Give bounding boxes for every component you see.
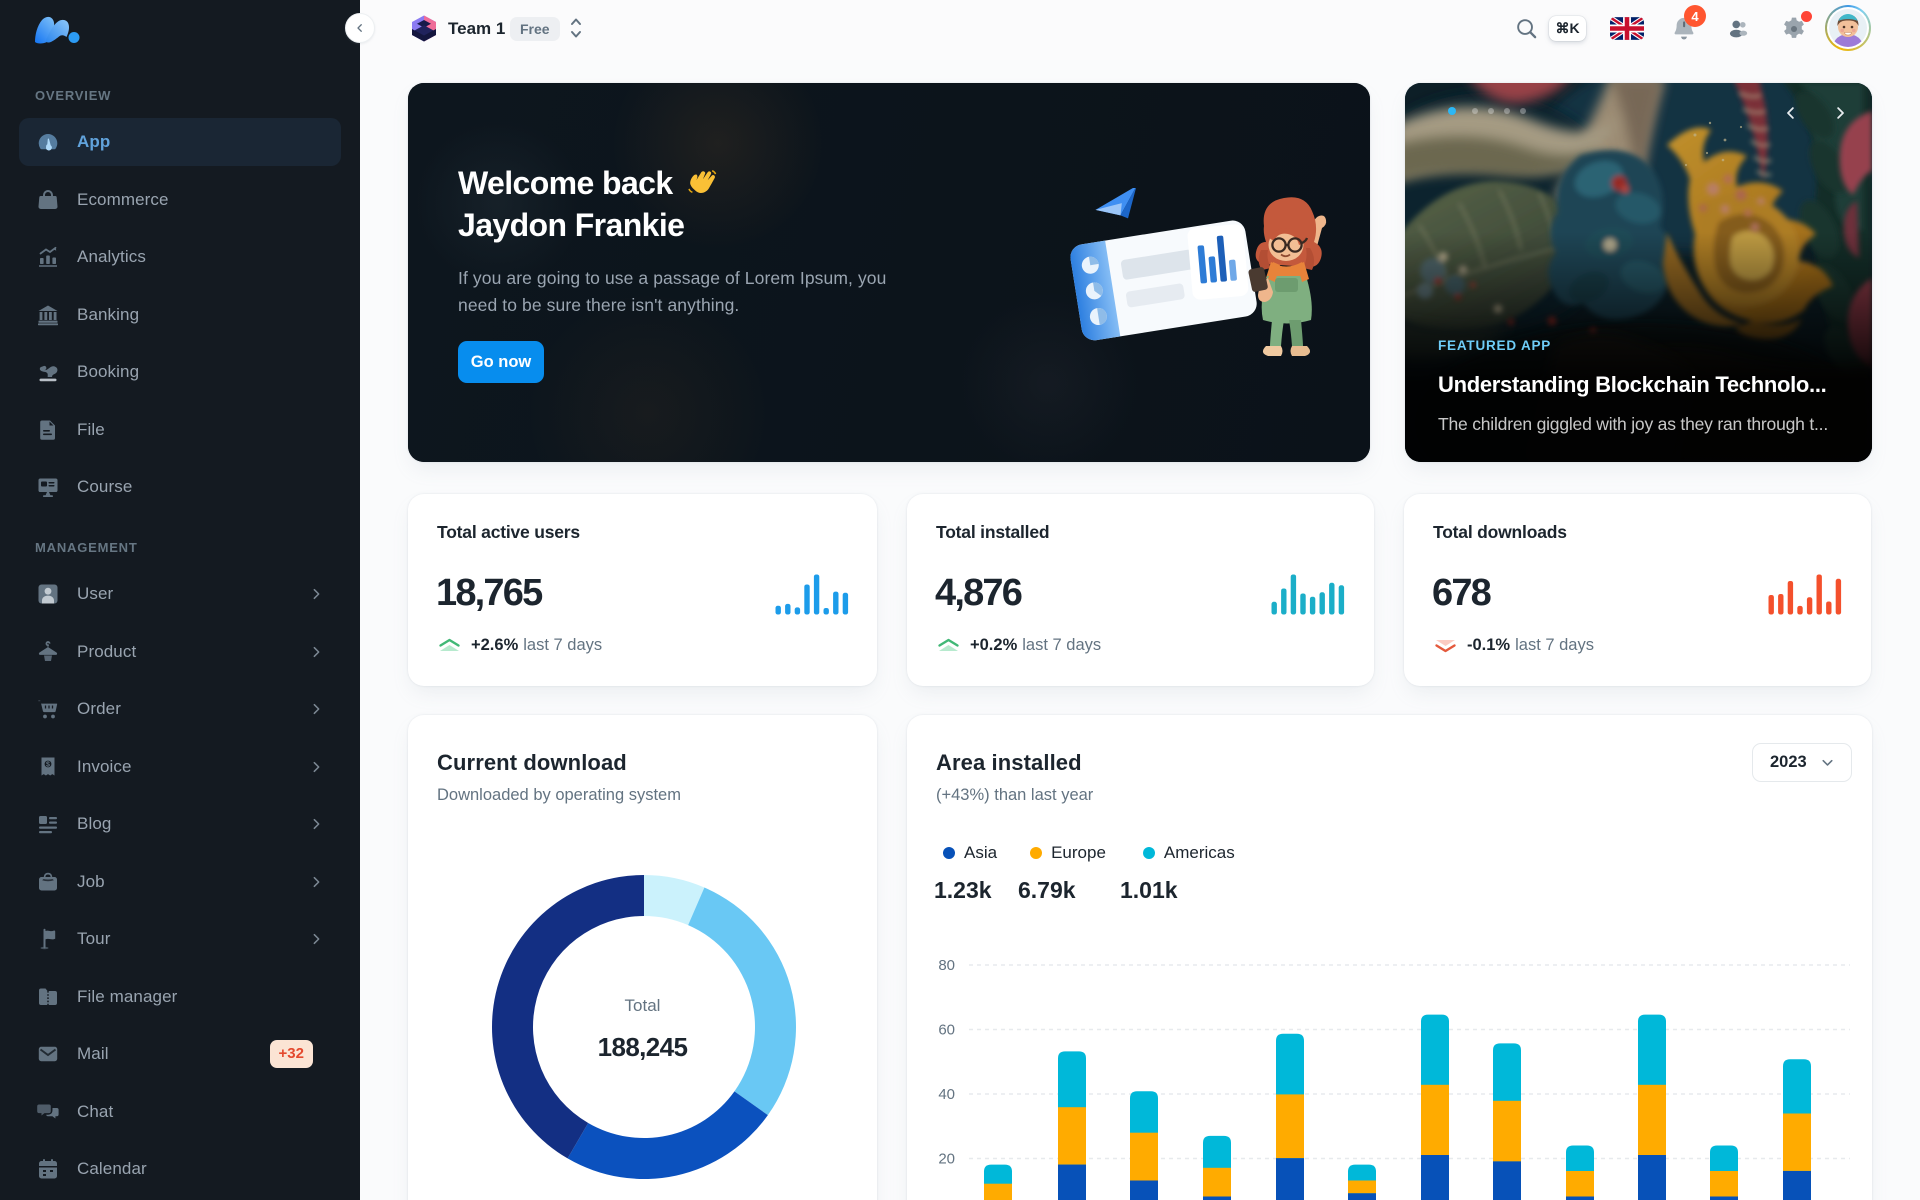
svg-text:$: $	[46, 761, 50, 768]
svg-text:40: 40	[938, 1086, 955, 1103]
svg-text:80: 80	[938, 957, 955, 974]
svg-text:20: 20	[938, 1151, 955, 1168]
svg-text:60: 60	[938, 1022, 955, 1039]
